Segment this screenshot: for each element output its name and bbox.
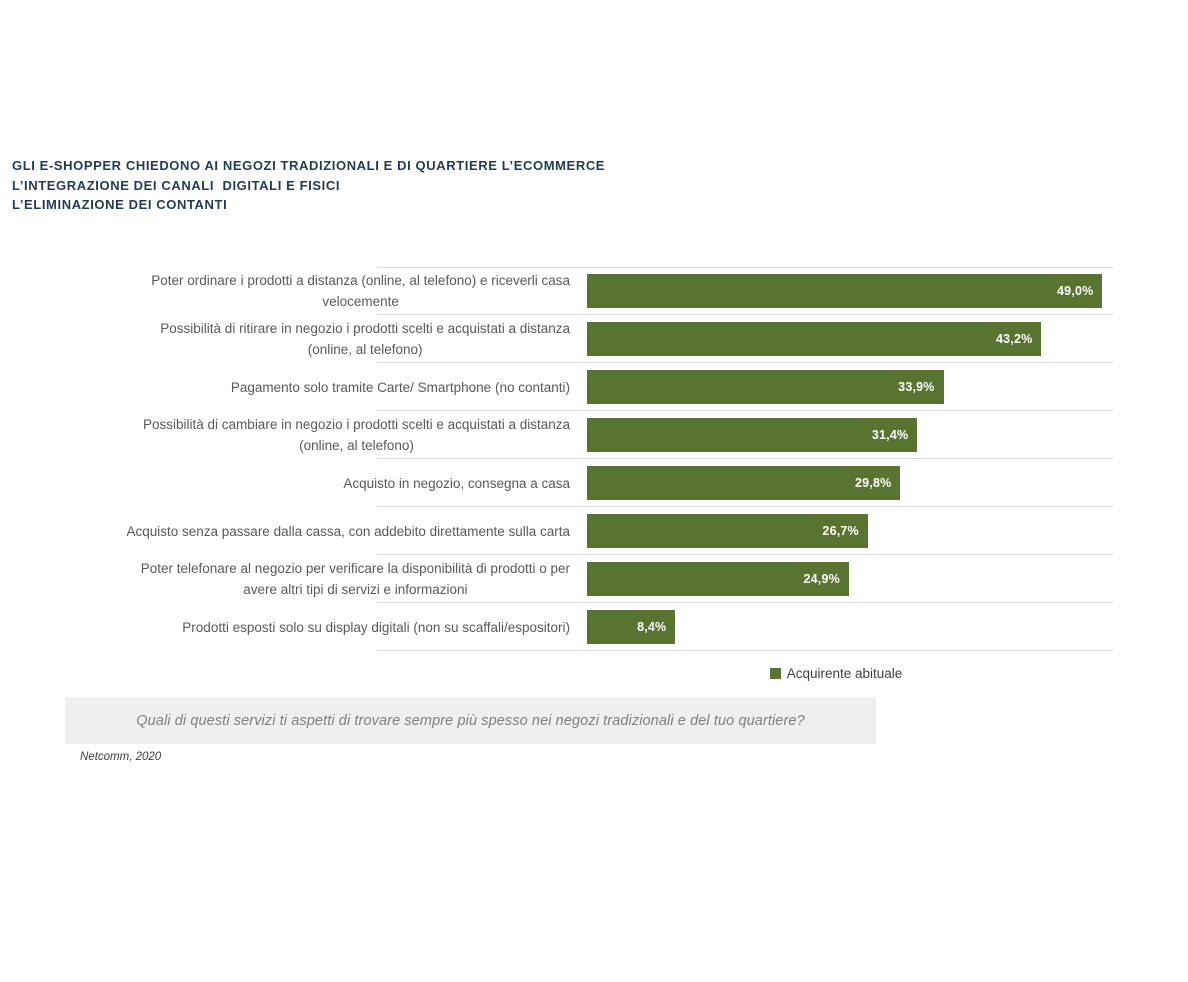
bar-value-label: 26,7% bbox=[822, 524, 859, 538]
bar-value-label: 24,9% bbox=[803, 572, 840, 586]
bar: 8,4% bbox=[587, 610, 676, 644]
category-label: Acquisto in negozio, consegna a casa bbox=[0, 459, 570, 507]
chart-title-line-2: L’INTEGRAZIONE DEI CANALI DIGITALI E FIS… bbox=[12, 177, 341, 193]
source-note: Netcomm, 2020 bbox=[80, 751, 162, 763]
chart-title-line-3: L’ELIMINAZIONE DEI CONTANTI bbox=[12, 197, 228, 212]
row-gridline bbox=[377, 650, 1113, 651]
category-label-text: Acquisto senza passare dalla cassa, con … bbox=[126, 523, 570, 539]
category-label-text: Possibilità di cambiare in negozio i pro… bbox=[143, 417, 570, 453]
category-label-text: Possibilità di ritirare in negozio i pro… bbox=[160, 321, 570, 357]
bar-value-label: 8,4% bbox=[637, 620, 667, 634]
bar-chart: Poter ordinare i prodotti a distanza (on… bbox=[0, 267, 1113, 651]
category-label-text: Acquisto in negozio, consegna a casa bbox=[343, 475, 570, 491]
bar-track: 8,4% bbox=[587, 603, 1113, 651]
chart-title-line-1: GLI E-SHOPPER CHIEDONO AI NEGOZI TRADIZI… bbox=[12, 158, 606, 173]
category-label: Pagamento solo tramite Carte/ Smartphone… bbox=[0, 363, 570, 411]
bar-track: 43,2% bbox=[587, 315, 1113, 363]
bar-track: 24,9% bbox=[587, 555, 1113, 603]
row-gridline bbox=[377, 458, 1113, 459]
bar-track: 49,0% bbox=[587, 267, 1113, 315]
bar: 29,8% bbox=[587, 466, 901, 500]
category-label: Poter telefonare al negozio per verifica… bbox=[0, 555, 570, 603]
row-gridline bbox=[377, 362, 1113, 363]
category-label: Acquisto senza passare dalla cassa, con … bbox=[0, 507, 570, 555]
chart-title: GLI E-SHOPPER CHIEDONO AI NEGOZI TRADIZI… bbox=[12, 156, 605, 215]
bar-value-label: 49,0% bbox=[1057, 284, 1094, 298]
row-gridline bbox=[377, 410, 1113, 411]
bar-value-label: 29,8% bbox=[855, 476, 892, 490]
chart-row: Possibilità di ritirare in negozio i pro… bbox=[0, 315, 1113, 363]
bar: 33,9% bbox=[587, 370, 944, 404]
bar-track: 29,8% bbox=[587, 459, 1113, 507]
bar-track: 33,9% bbox=[587, 363, 1113, 411]
chart-row: Poter telefonare al negozio per verifica… bbox=[0, 555, 1113, 603]
bar: 26,7% bbox=[587, 514, 868, 548]
legend-label: Acquirente abituale bbox=[786, 666, 903, 681]
category-label: Possibilità di cambiare in negozio i pro… bbox=[0, 411, 570, 459]
bar: 31,4% bbox=[587, 418, 918, 452]
category-label: Possibilità di ritirare in negozio i pro… bbox=[0, 315, 570, 363]
bar-track: 26,7% bbox=[587, 507, 1113, 555]
chart-row: Pagamento solo tramite Carte/ Smartphone… bbox=[0, 363, 1113, 411]
question-box: Quali di questi servizi ti aspetti di tr… bbox=[65, 697, 876, 744]
category-label-text: Prodotti esposti solo su display digital… bbox=[182, 619, 570, 635]
row-gridline bbox=[377, 506, 1113, 507]
row-gridline bbox=[377, 554, 1113, 555]
chart-row: Acquisto in negozio, consegna a casa 29,8… bbox=[0, 459, 1113, 507]
bar: 24,9% bbox=[587, 562, 849, 596]
row-gridline bbox=[377, 314, 1113, 315]
category-label-text: Poter ordinare i prodotti a distanza (on… bbox=[151, 273, 570, 309]
category-label: Prodotti esposti solo su display digital… bbox=[0, 603, 570, 651]
category-label-text: Pagamento solo tramite Carte/ Smartphone… bbox=[230, 379, 570, 395]
bar-value-label: 31,4% bbox=[871, 428, 909, 442]
chart-row: Acquisto senza passare dalla cassa, con … bbox=[0, 507, 1113, 555]
bar: 43,2% bbox=[587, 322, 1042, 356]
category-label: Poter ordinare i prodotti a distanza (on… bbox=[0, 267, 570, 315]
row-gridline bbox=[377, 602, 1113, 603]
legend: Acquirente abituale bbox=[573, 666, 1099, 681]
plot-top-gridline bbox=[377, 267, 1113, 268]
chart-row: Poter ordinare i prodotti a distanza (on… bbox=[0, 267, 1113, 315]
bar: 49,0% bbox=[587, 274, 1103, 308]
bar-track: 31,4% bbox=[587, 411, 1113, 459]
chart-row: Possibilità di cambiare in negozio i pro… bbox=[0, 411, 1113, 459]
bar-value-label: 43,2% bbox=[996, 332, 1033, 346]
chart-row: Prodotti esposti solo su display digital… bbox=[0, 603, 1113, 651]
question-text: Quali di questi servizi ti aspetti di tr… bbox=[136, 712, 805, 729]
category-label-text: Poter telefonare al negozio per verifica… bbox=[140, 561, 570, 597]
legend-swatch-icon bbox=[769, 668, 781, 679]
bar-value-label: 33,9% bbox=[898, 380, 935, 394]
